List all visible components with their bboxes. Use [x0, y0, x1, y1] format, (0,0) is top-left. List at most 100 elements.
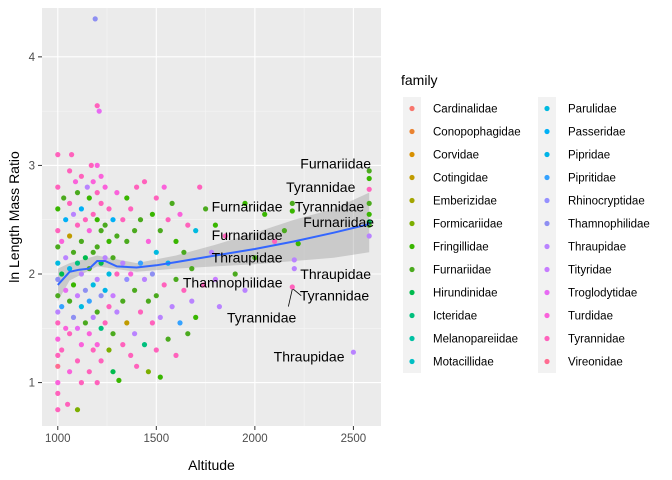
data-point	[67, 233, 73, 239]
data-point	[67, 200, 73, 206]
annotation-label: Thraupidae	[300, 266, 371, 282]
legend-swatch	[544, 128, 550, 135]
data-point	[291, 257, 297, 263]
legend-swatch	[409, 197, 415, 204]
data-point	[70, 249, 77, 255]
data-point	[289, 208, 295, 214]
data-point	[63, 255, 69, 261]
data-point	[132, 228, 138, 234]
legend-label: Formicariidae	[433, 219, 503, 231]
data-point	[55, 276, 61, 282]
data-point	[120, 260, 126, 266]
smooth-line-group	[57, 223, 370, 286]
y-tick-label: 3	[29, 160, 35, 172]
data-point	[110, 369, 116, 375]
data-point	[96, 108, 102, 114]
data-point	[72, 179, 79, 185]
data-point	[82, 217, 88, 223]
data-point	[106, 271, 112, 277]
data-point	[128, 352, 134, 358]
annotation-label: Furnariidae	[300, 155, 371, 171]
data-point	[145, 369, 151, 375]
data-point	[82, 287, 88, 293]
data-point	[94, 380, 100, 386]
legend-label: Tyrannidae	[568, 334, 625, 346]
data-point	[74, 222, 81, 228]
data-point	[59, 238, 65, 244]
legend-swatch	[409, 128, 415, 135]
data-point	[114, 233, 120, 239]
data-point	[201, 282, 207, 288]
legend-swatch	[544, 243, 550, 250]
data-point	[98, 173, 104, 179]
data-point	[78, 342, 84, 348]
data-point	[212, 276, 218, 282]
legend-label: Corvidae	[433, 150, 479, 162]
data-point	[272, 238, 278, 244]
data-point	[173, 238, 179, 244]
data-point	[86, 331, 92, 337]
legend-swatch	[409, 151, 415, 158]
legend-label: Rhinocryptidae	[568, 196, 645, 208]
data-point	[86, 369, 92, 375]
data-point	[102, 287, 108, 293]
data-point	[134, 184, 140, 190]
legend-swatch	[544, 312, 550, 319]
data-point	[177, 211, 183, 217]
annotation-label: Furnariidae	[212, 199, 283, 215]
legend-label: Parulidae	[568, 104, 617, 116]
data-point	[289, 284, 295, 290]
data-point	[70, 282, 77, 288]
data-point	[86, 195, 92, 201]
legend-swatch	[544, 151, 550, 158]
data-point	[366, 233, 372, 239]
data-point	[90, 282, 96, 288]
legend-swatch	[409, 312, 415, 319]
data-point	[63, 325, 69, 331]
data-point	[110, 331, 116, 337]
data-point	[74, 293, 81, 299]
legend-label: Fringillidae	[433, 242, 489, 254]
legend-label: Vireonidae	[568, 357, 623, 369]
data-point	[173, 276, 179, 282]
legend-label: Passeridae	[568, 127, 626, 139]
data-point	[177, 320, 183, 326]
data-point	[55, 390, 61, 396]
legend-swatch	[544, 289, 550, 296]
annotation-label: Tyrannidae	[227, 309, 296, 325]
data-point	[98, 358, 104, 364]
data-point	[153, 195, 159, 201]
data-point	[106, 238, 112, 244]
data-point	[102, 255, 108, 261]
legend-swatch	[544, 174, 550, 181]
data-point	[55, 336, 61, 342]
data-point	[134, 363, 140, 369]
data-point	[74, 260, 81, 266]
y-axis-title: ln Length Mass Ratio	[6, 151, 22, 283]
data-point	[90, 314, 96, 320]
data-point	[78, 206, 84, 212]
legend-label: Thamnophilidae	[568, 219, 650, 231]
legend-label: Pipridae	[568, 150, 610, 162]
data-point	[74, 325, 81, 331]
data-point	[153, 249, 159, 255]
data-point	[120, 217, 126, 223]
data-point	[366, 186, 372, 192]
annotation-label: Furnariidae	[303, 214, 374, 230]
data-point	[94, 217, 100, 223]
data-point	[74, 358, 81, 364]
data-point	[124, 320, 130, 326]
data-point	[70, 314, 77, 320]
data-point	[291, 266, 297, 272]
data-point	[242, 287, 248, 293]
legend-label: Troglodytidae	[568, 288, 637, 300]
y-axis-ticks: 1 2 3 4	[29, 52, 42, 390]
data-point	[84, 184, 90, 190]
x-axis-ticks: 1000 1500 2000 2500	[45, 426, 366, 445]
data-point	[366, 200, 372, 206]
x-tick-label: 1000	[45, 433, 71, 445]
data-point	[110, 293, 116, 299]
data-point	[295, 241, 301, 247]
data-point	[128, 271, 134, 277]
